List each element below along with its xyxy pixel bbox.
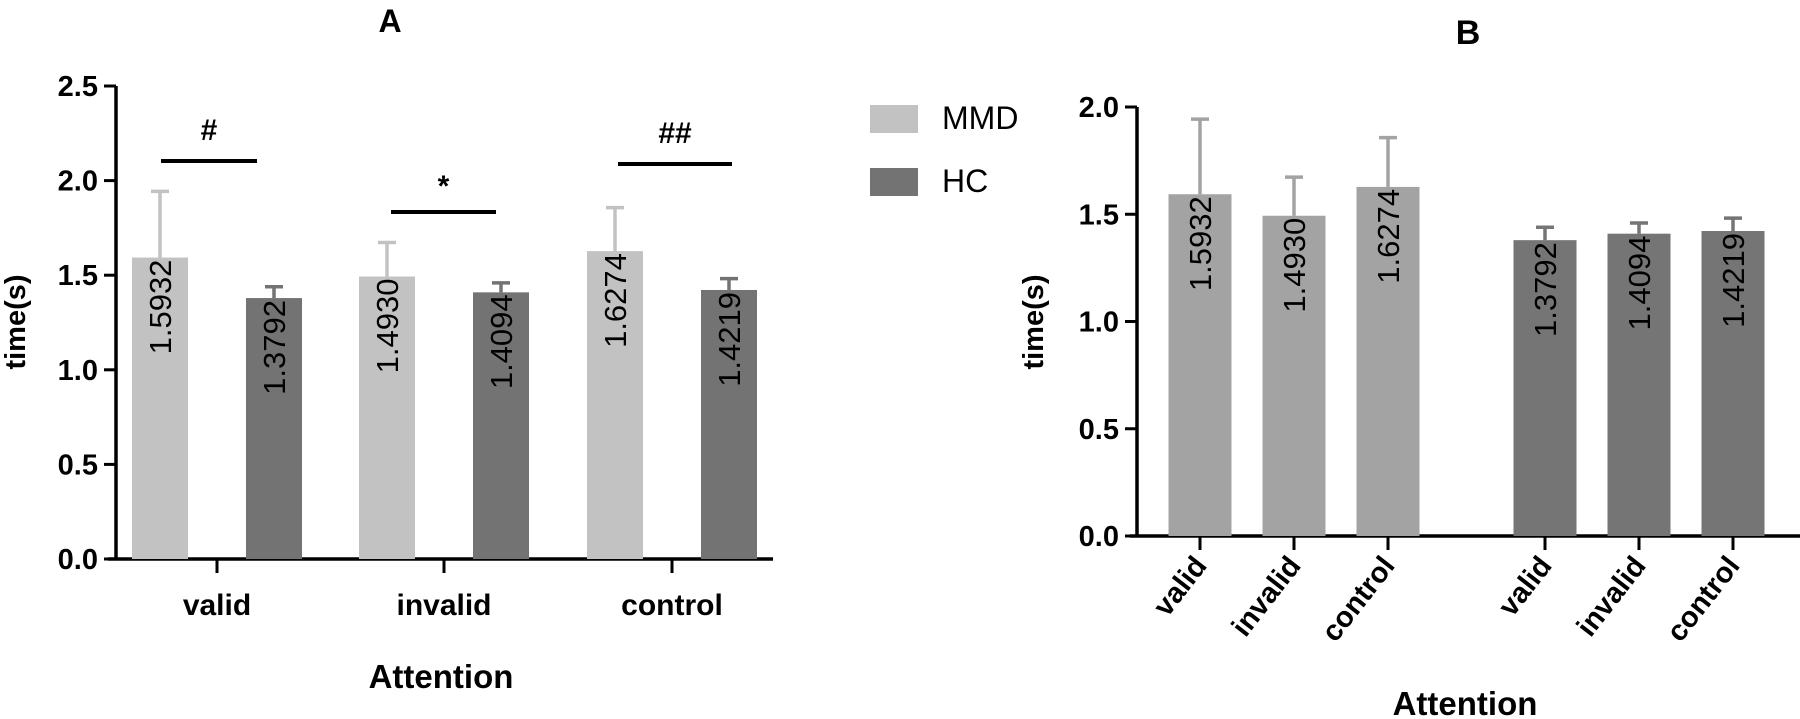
panel-b-bar-mmd xyxy=(1262,215,1326,536)
panel-b-y-axis-title: time(s) xyxy=(1018,274,1050,369)
panel-b-value-label: 1.4930 xyxy=(1277,218,1312,313)
panel-b-value-label: 1.5932 xyxy=(1183,196,1218,291)
panel-a-value-label: 1.5932 xyxy=(143,260,178,355)
legend-hc-swatch xyxy=(870,168,918,196)
panel-a-value-label: 1.4219 xyxy=(712,292,747,387)
panel-a-y-tick-label: 2.0 xyxy=(58,166,98,198)
panel-a-value-label: 1.4094 xyxy=(484,294,519,389)
panel-b-x-tick-label: valid xyxy=(1148,551,1214,623)
panel-a-bar-mmd xyxy=(359,276,415,559)
panel-a-plot: 0.0 0.5 1.0 1.5 2.0 2.5 valid 1.5932 1.3792 inval… xyxy=(58,71,773,622)
panel-b-x-tick-label: valid xyxy=(1493,551,1559,623)
panel-b-x-tick-label: control xyxy=(1661,551,1747,648)
panel-b-x-tick-label: invalid xyxy=(1226,551,1308,643)
panel-b-x-tick-label: invalid xyxy=(1571,551,1653,643)
panel-b-x-tick-label: control xyxy=(1316,551,1402,648)
panel-b-y-tick-label: 2.0 xyxy=(1079,92,1119,124)
panel-b-title: B xyxy=(1456,14,1481,52)
legend-hc-label: HC xyxy=(942,163,988,199)
panel-a-y-tick-label: 1.0 xyxy=(58,355,98,387)
panel-b-value-label: 1.6274 xyxy=(1371,189,1406,284)
panel-a-significance-mark: # xyxy=(201,114,218,147)
panel-a-y-tick-label: 0.5 xyxy=(58,449,98,481)
panel-a-x-tick-label: invalid xyxy=(396,589,491,622)
panel-a-y-tick-label: 2.5 xyxy=(58,71,98,103)
panel-a-significance-mark: * xyxy=(438,170,450,203)
panel-a-value-label: 1.4930 xyxy=(370,279,405,374)
panel-b-y-tick-label: 1.5 xyxy=(1079,199,1119,231)
panel-a-y-tick-label: 0.0 xyxy=(58,544,98,576)
panel-b-bar-hc xyxy=(1513,240,1577,536)
legend-mmd-label: MMD xyxy=(942,100,1018,136)
panel-a-x-axis-title: Attention xyxy=(369,658,514,695)
panel-a-bar-hc xyxy=(246,298,302,559)
panel-a-title: A xyxy=(378,3,401,39)
panel-a-bar-hc xyxy=(473,292,529,559)
panel-a-bar-mmd xyxy=(132,257,188,559)
panel-b-y-tick-label: 1.0 xyxy=(1079,307,1119,339)
panel-a-y-axis-title: time(s) xyxy=(0,274,32,369)
legend-mmd-swatch xyxy=(870,105,918,133)
panel-a-y-tick-label: 1.5 xyxy=(58,260,98,292)
panel-b-value-label: 1.4094 xyxy=(1622,236,1657,331)
panel-b-bar-hc xyxy=(1701,231,1765,537)
panel-a-value-label: 1.3792 xyxy=(257,300,292,395)
panel-b-x-axis-title: Attention xyxy=(1393,685,1538,719)
panel-b-bar-mmd xyxy=(1356,186,1420,536)
panel-b-y-tick-label: 0.0 xyxy=(1079,521,1119,553)
panel-b-bar-hc xyxy=(1607,233,1671,536)
panel-b-value-label: 1.3792 xyxy=(1528,242,1563,337)
panel-a-bar-mmd xyxy=(587,251,643,559)
panel-b-plot: 0.0 0.5 1.0 1.5 2.0 1.5932 valid 1.4930 invalid 1… xyxy=(1079,92,1800,648)
panel-a-x-tick-label: control xyxy=(621,589,723,622)
panel-a-x-tick-label: valid xyxy=(183,589,251,622)
panel-b-value-label: 1.4219 xyxy=(1716,233,1751,328)
panel-b-bar-mmd xyxy=(1168,194,1232,536)
panel-b-y-tick-label: 0.5 xyxy=(1079,414,1119,446)
panel-a-bar-hc xyxy=(701,289,757,559)
panel-a-value-label: 1.6274 xyxy=(598,253,633,348)
panel-a-significance-mark: ## xyxy=(658,117,692,150)
